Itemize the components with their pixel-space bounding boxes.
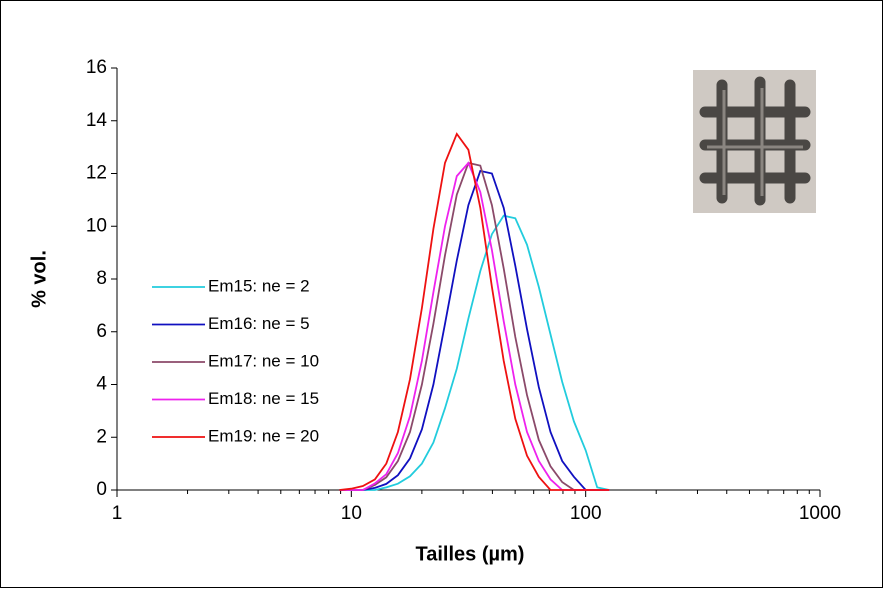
y-tick-label: 4 bbox=[96, 374, 107, 395]
y-tick-label: 16 bbox=[86, 57, 107, 78]
series-line bbox=[339, 169, 610, 491]
y-tick-label: 2 bbox=[96, 426, 107, 447]
y-tick-label: 6 bbox=[96, 321, 107, 342]
series-line bbox=[339, 214, 610, 491]
y-axis-title: % vol. bbox=[28, 250, 50, 308]
x-tick-label: 1000 bbox=[799, 503, 841, 524]
series-line bbox=[339, 161, 610, 491]
legend-label: Em16: ne = 5 bbox=[208, 314, 310, 333]
photo-inset bbox=[693, 70, 816, 213]
x-tick-label: 100 bbox=[570, 503, 602, 524]
y-tick-label: 14 bbox=[86, 110, 108, 131]
legend-label: Em19: ne = 20 bbox=[208, 426, 319, 445]
x-axis-title: Tailles (µm) bbox=[416, 543, 525, 565]
x-tick-label: 10 bbox=[341, 503, 362, 524]
y-tick-label: 10 bbox=[86, 215, 107, 236]
y-tick-label: 12 bbox=[86, 163, 107, 184]
legend-label: Em18: ne = 15 bbox=[208, 389, 319, 408]
x-tick-label: 1 bbox=[112, 503, 123, 524]
series-line bbox=[339, 132, 610, 491]
y-tick-label: 0 bbox=[96, 479, 107, 500]
y-tick-label: 8 bbox=[96, 268, 107, 289]
legend-label: Em17: ne = 10 bbox=[208, 351, 319, 370]
legend-label: Em15: ne = 2 bbox=[208, 276, 310, 295]
